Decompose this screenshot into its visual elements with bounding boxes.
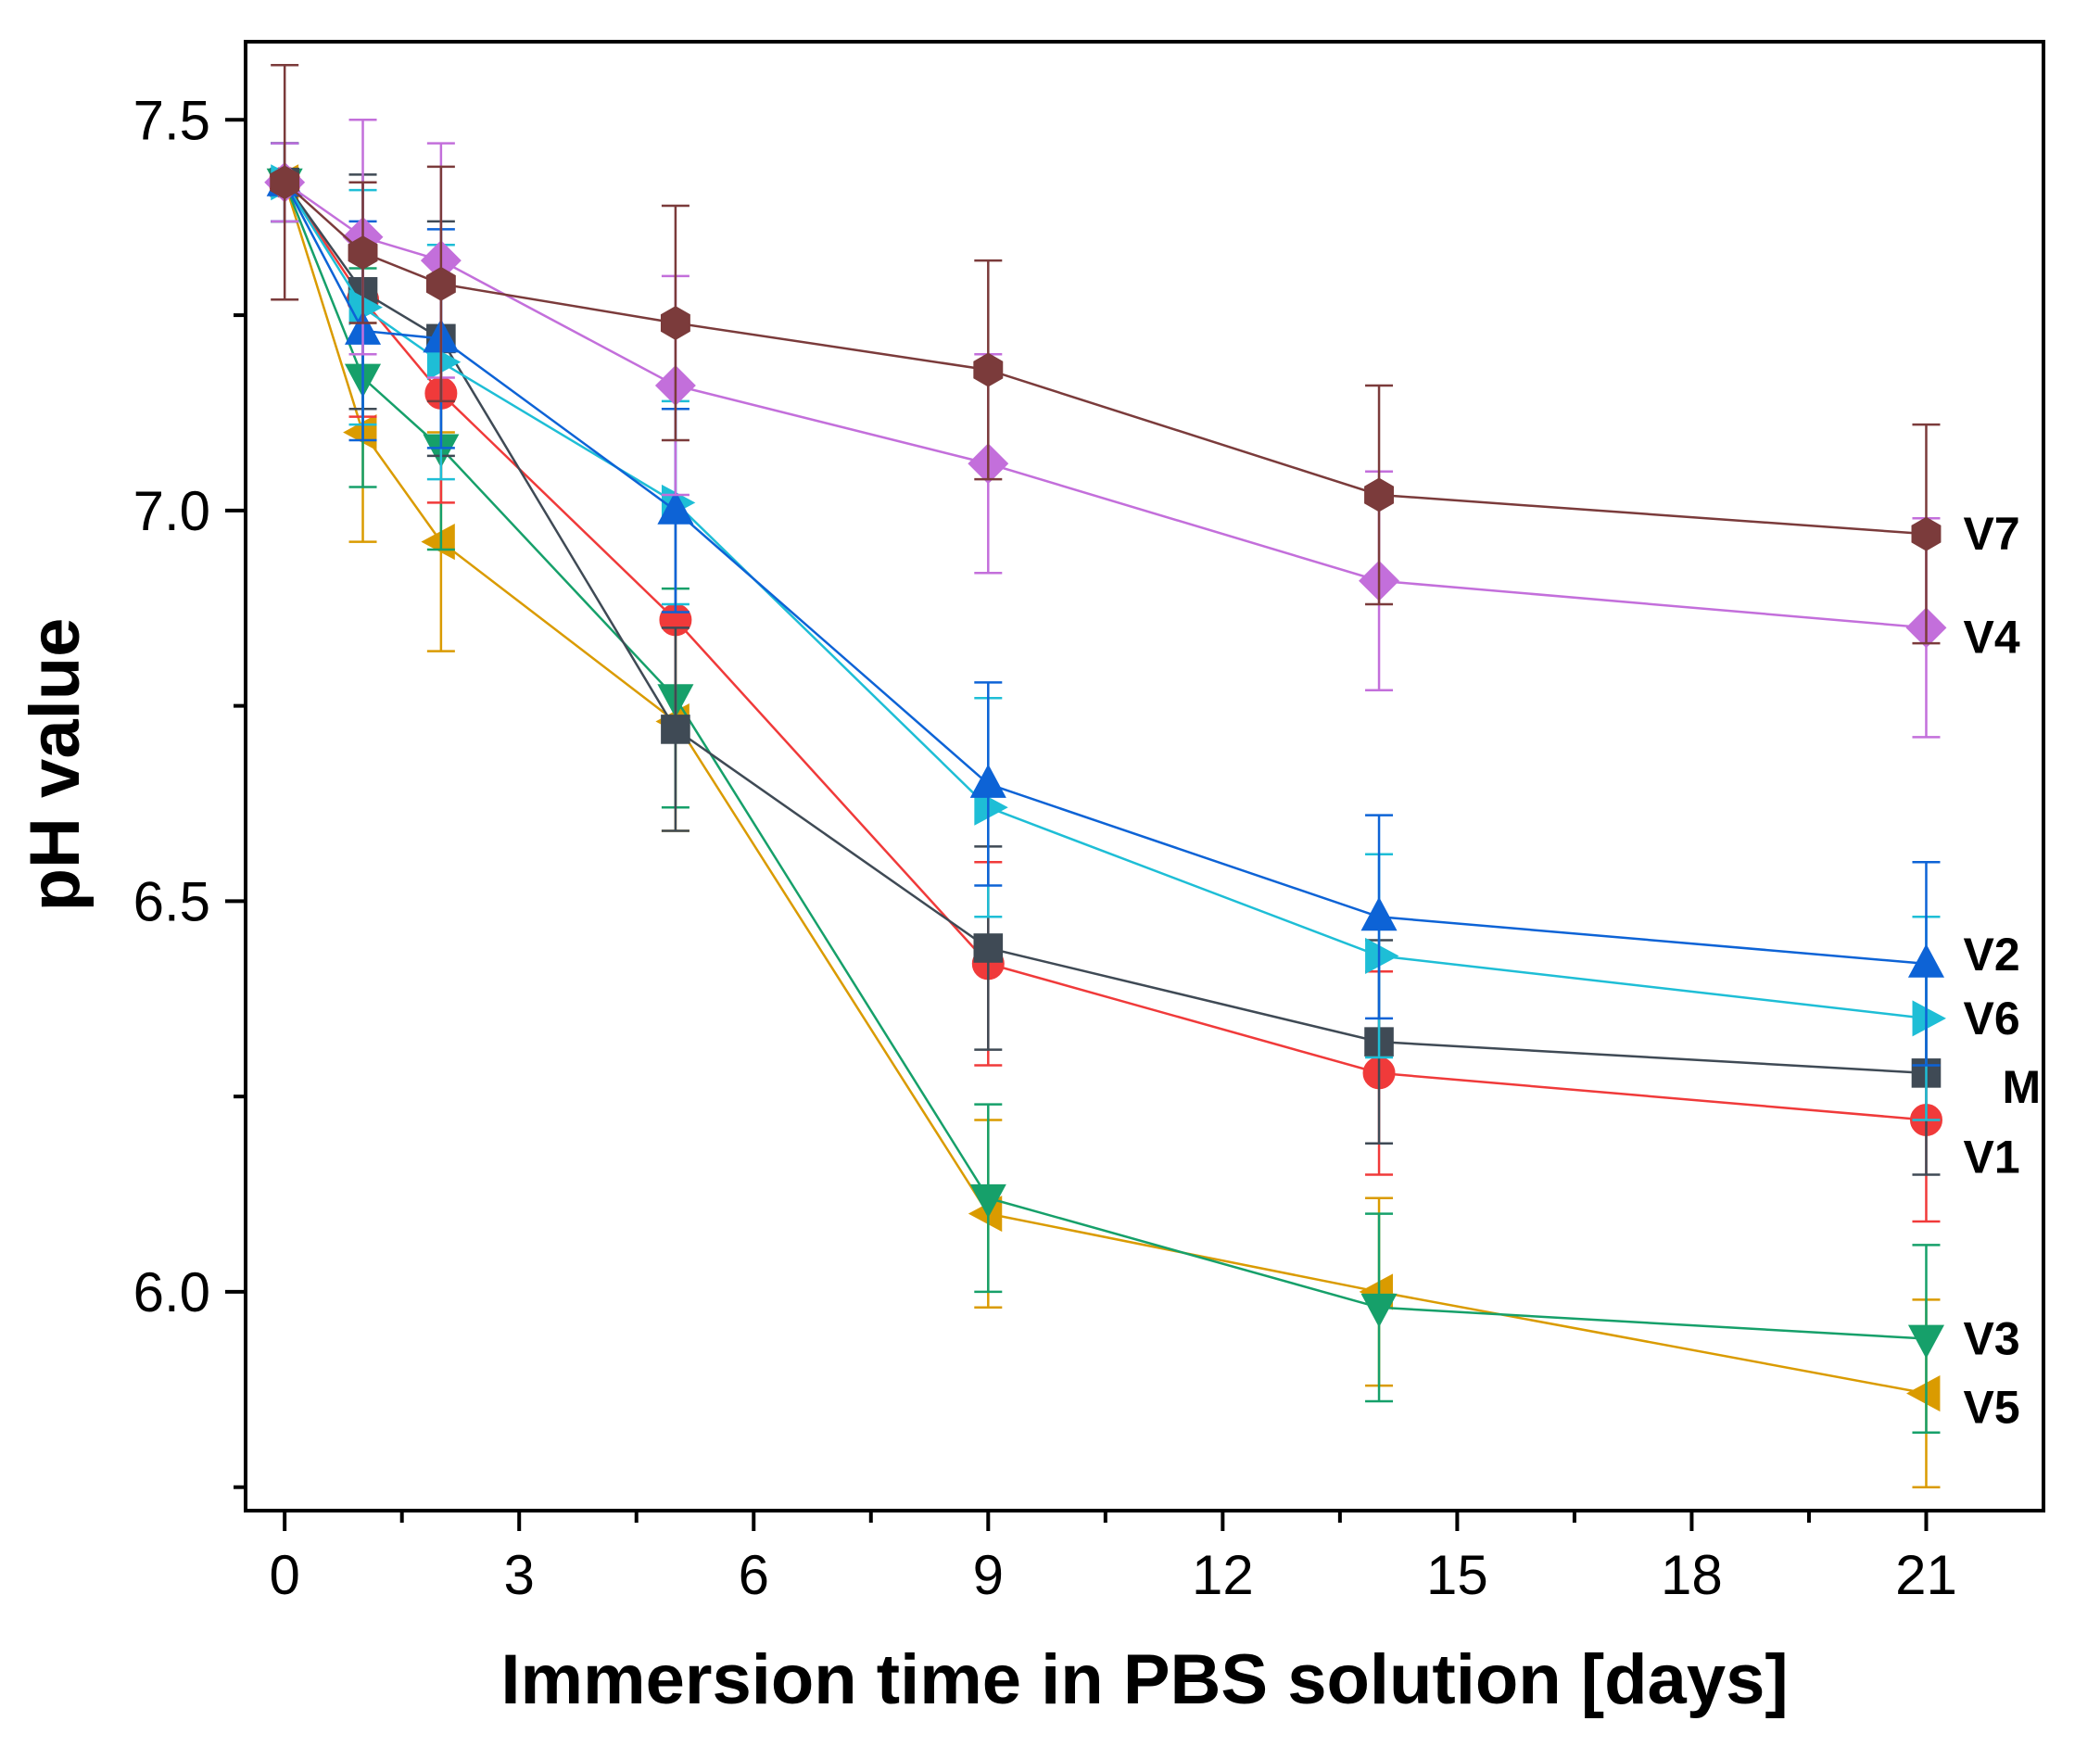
data-point xyxy=(1912,1000,1946,1037)
data-point xyxy=(1906,1375,1941,1412)
series-label-v7: V7 xyxy=(1963,508,2019,560)
y-tick-label: 6.0 xyxy=(133,1261,210,1323)
x-tick-label: 0 xyxy=(269,1544,299,1606)
data-point xyxy=(969,1183,1006,1219)
series-label-layer: V7 V4 V2 V6 M V1 V3 V5 xyxy=(1963,508,2041,1433)
x-tick-label: 21 xyxy=(1895,1544,1957,1606)
x-tick-label: 18 xyxy=(1661,1544,1723,1606)
series-label-v1: V1 xyxy=(1963,1131,2019,1183)
data-point xyxy=(1907,943,1945,978)
x-tick-label: 12 xyxy=(1192,1544,1254,1606)
series-line xyxy=(284,182,1927,1121)
plot-frame xyxy=(244,40,2045,1512)
series-v2 xyxy=(266,142,1945,1067)
data-point xyxy=(425,266,456,301)
series-layer xyxy=(264,64,1947,1488)
series-label-v3: V3 xyxy=(1963,1313,2019,1365)
x-axis-title: Immersion time in PBS solution [days] xyxy=(500,1640,1788,1719)
series-v7 xyxy=(270,64,1942,645)
series-line xyxy=(283,182,1927,1395)
data-point xyxy=(1360,896,1398,931)
series-label-v5: V5 xyxy=(1963,1382,2019,1434)
data-point xyxy=(348,235,378,271)
data-point xyxy=(660,306,690,340)
data-point xyxy=(1364,477,1395,513)
series-v3 xyxy=(266,142,1945,1434)
y-tick-label: 7.5 xyxy=(133,89,210,151)
data-point xyxy=(657,490,694,525)
series-v4 xyxy=(264,119,1947,739)
data-point xyxy=(969,764,1006,798)
series-label-v2: V2 xyxy=(1963,929,2019,981)
series-label-m: M xyxy=(2002,1061,2041,1113)
data-point xyxy=(1365,937,1399,974)
data-point xyxy=(426,344,462,381)
x-tick-label: 6 xyxy=(739,1544,769,1606)
series-label-v6: V6 xyxy=(1963,993,2019,1044)
data-point xyxy=(661,715,690,744)
series-v6 xyxy=(271,142,1946,1121)
data-point xyxy=(973,933,1004,963)
data-point xyxy=(270,165,300,200)
x-tick-label: 15 xyxy=(1426,1544,1488,1606)
series-label-v4: V4 xyxy=(1963,611,2019,663)
series-v5 xyxy=(264,142,1941,1488)
data-point xyxy=(421,524,455,561)
data-point xyxy=(973,352,1004,387)
series-line xyxy=(284,182,1927,1075)
data-point xyxy=(974,789,1008,826)
y-axis-title: pH value xyxy=(16,618,95,912)
series-line xyxy=(284,182,1927,1340)
axis-ticks xyxy=(225,118,1929,1531)
x-tick-label: 9 xyxy=(973,1544,1004,1606)
data-point xyxy=(1360,1293,1398,1328)
data-point xyxy=(1907,1324,1945,1359)
axis-tick-labels: 0 3 6 9 12 15 18 21 6.0 6.5 7.0 7.5 xyxy=(133,89,1957,1606)
data-point xyxy=(1911,516,1942,551)
y-tick-label: 6.5 xyxy=(133,870,210,932)
x-tick-label: 3 xyxy=(504,1544,535,1606)
y-tick-label: 7.0 xyxy=(133,480,210,542)
